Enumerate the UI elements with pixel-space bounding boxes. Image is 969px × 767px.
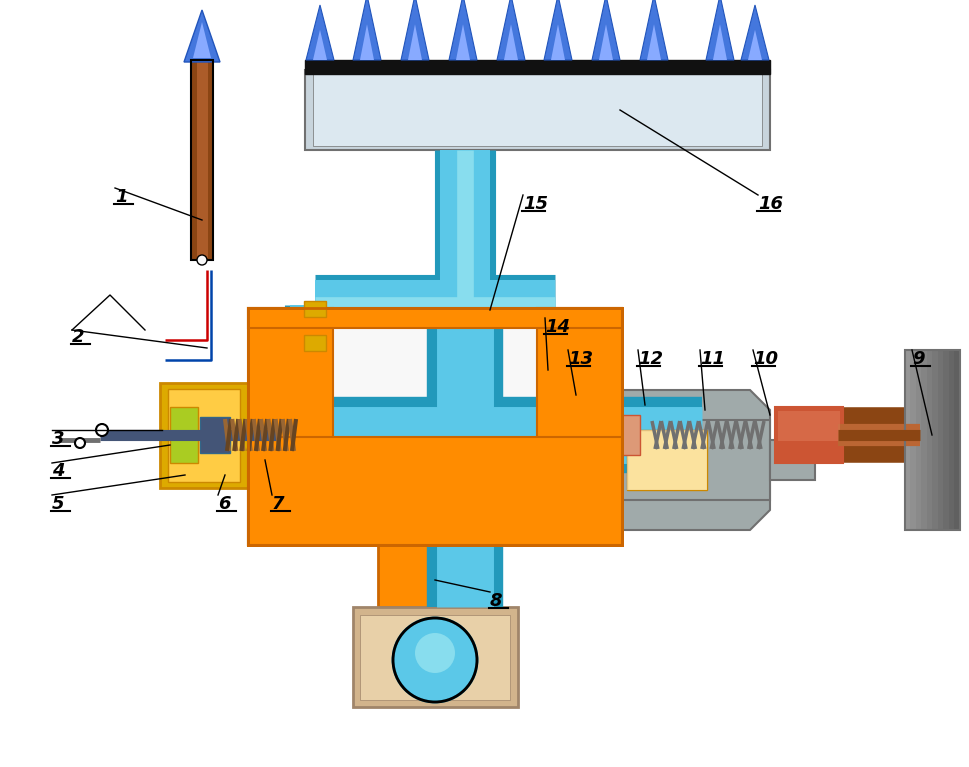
Polygon shape: [706, 0, 734, 60]
Bar: [922, 350, 927, 530]
Polygon shape: [184, 10, 220, 62]
Polygon shape: [647, 25, 661, 60]
Bar: [248, 308, 333, 545]
Polygon shape: [551, 25, 565, 60]
Bar: [938, 350, 944, 530]
Bar: [248, 437, 622, 545]
Text: 16: 16: [758, 195, 783, 213]
Bar: [191, 60, 213, 260]
Bar: [622, 420, 770, 500]
Bar: [248, 308, 622, 328]
Polygon shape: [640, 0, 668, 60]
Polygon shape: [408, 25, 422, 60]
Text: 2: 2: [72, 328, 84, 346]
Bar: [333, 308, 537, 435]
Bar: [927, 350, 932, 530]
Polygon shape: [713, 25, 727, 60]
Polygon shape: [401, 0, 429, 60]
Bar: [916, 350, 922, 530]
Bar: [305, 70, 770, 150]
Circle shape: [415, 633, 455, 673]
Polygon shape: [313, 30, 327, 60]
Polygon shape: [353, 0, 381, 60]
Bar: [627, 430, 707, 490]
Bar: [304, 335, 326, 351]
Polygon shape: [306, 5, 334, 60]
Bar: [778, 411, 840, 441]
Polygon shape: [748, 30, 762, 60]
Text: 4: 4: [52, 462, 65, 480]
Polygon shape: [193, 22, 211, 58]
Text: 12: 12: [638, 350, 663, 368]
Bar: [248, 435, 622, 545]
Bar: [304, 301, 326, 317]
Bar: [248, 308, 333, 545]
Bar: [305, 60, 770, 74]
Text: 6: 6: [218, 495, 231, 513]
Polygon shape: [592, 0, 620, 60]
Polygon shape: [544, 0, 572, 60]
Bar: [191, 60, 213, 260]
Text: 10: 10: [753, 350, 778, 368]
Bar: [775, 407, 843, 463]
Text: 7: 7: [272, 495, 285, 513]
Bar: [932, 350, 938, 530]
Circle shape: [393, 618, 477, 702]
Circle shape: [96, 424, 108, 436]
Text: 15: 15: [523, 195, 548, 213]
Bar: [360, 615, 510, 700]
Bar: [905, 350, 911, 530]
Bar: [197, 62, 208, 258]
Bar: [170, 407, 198, 463]
Polygon shape: [360, 25, 374, 60]
Polygon shape: [504, 25, 518, 60]
Bar: [168, 389, 240, 482]
Text: 13: 13: [568, 350, 593, 368]
Polygon shape: [622, 390, 770, 530]
Bar: [905, 350, 960, 530]
Bar: [248, 308, 622, 545]
Circle shape: [197, 255, 207, 265]
Bar: [770, 440, 815, 480]
Polygon shape: [456, 25, 470, 60]
Bar: [620, 415, 640, 455]
Bar: [537, 308, 622, 545]
Bar: [353, 607, 518, 707]
Text: 3: 3: [52, 430, 65, 448]
Bar: [949, 350, 954, 530]
Bar: [627, 430, 707, 490]
Text: 11: 11: [700, 350, 725, 368]
Bar: [333, 308, 537, 435]
Bar: [911, 350, 916, 530]
Bar: [537, 308, 622, 545]
Bar: [313, 74, 762, 146]
Bar: [248, 308, 622, 545]
Polygon shape: [449, 0, 477, 60]
Text: 5: 5: [52, 495, 65, 513]
Bar: [954, 350, 960, 530]
Circle shape: [75, 438, 85, 448]
Polygon shape: [599, 25, 613, 60]
Text: 9: 9: [912, 350, 924, 368]
Text: 1: 1: [115, 188, 128, 206]
Text: 14: 14: [545, 318, 570, 336]
Bar: [160, 383, 248, 488]
Polygon shape: [741, 5, 769, 60]
Bar: [944, 350, 949, 530]
Text: 8: 8: [490, 592, 503, 610]
Bar: [200, 417, 230, 453]
Bar: [378, 545, 493, 607]
Polygon shape: [497, 0, 525, 60]
